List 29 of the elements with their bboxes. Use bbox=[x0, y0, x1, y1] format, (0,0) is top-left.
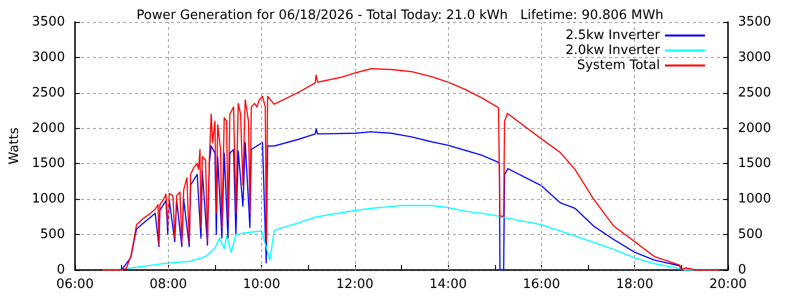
x-tick-label: 12:00 bbox=[336, 277, 374, 292]
chart-title: Power Generation for 06/18/2026 - Total Today: 21.0 kWh Lifetime: 90.806 MWh bbox=[136, 8, 664, 23]
y-tick-label: 3500 bbox=[32, 14, 65, 30]
x-tick-label: 08:00 bbox=[150, 277, 188, 292]
y2-tick-label: 2500 bbox=[738, 85, 772, 100]
y2-tick-label: 0 bbox=[738, 262, 746, 278]
y-tick-label: 3000 bbox=[32, 50, 65, 65]
y2-tick-label: 3000 bbox=[738, 50, 772, 65]
x-tick-label: 16:00 bbox=[522, 277, 560, 292]
y2-tick-label: 1500 bbox=[738, 156, 772, 172]
y-tick-label: 500 bbox=[40, 227, 65, 242]
y-tick-label: 1500 bbox=[32, 156, 65, 172]
y2-tick-label: 2000 bbox=[738, 120, 772, 136]
y-tick-label: 0 bbox=[56, 262, 65, 278]
legend-label: 2.0kw Inverter bbox=[565, 43, 661, 58]
x-tick-label: 10:00 bbox=[242, 277, 280, 292]
x-tick-label: 18:00 bbox=[616, 277, 654, 292]
y2-tick-label: 1000 bbox=[738, 192, 772, 207]
y-tick-label: 2500 bbox=[32, 85, 65, 100]
x-tick-label: 14:00 bbox=[429, 277, 467, 292]
x-tick-label: 06:00 bbox=[56, 277, 94, 292]
y-tick-label: 2000 bbox=[32, 120, 65, 136]
legend-label: 2.5kw Inverter bbox=[565, 28, 661, 43]
y2-tick-label: 500 bbox=[738, 227, 763, 242]
legend-label: System Total bbox=[577, 58, 660, 73]
x-tick-label: 20:00 bbox=[709, 277, 747, 292]
y-axis-title: Watts bbox=[7, 127, 22, 164]
y-tick-label: 1000 bbox=[32, 192, 65, 207]
y2-tick-label: 3500 bbox=[738, 14, 772, 30]
